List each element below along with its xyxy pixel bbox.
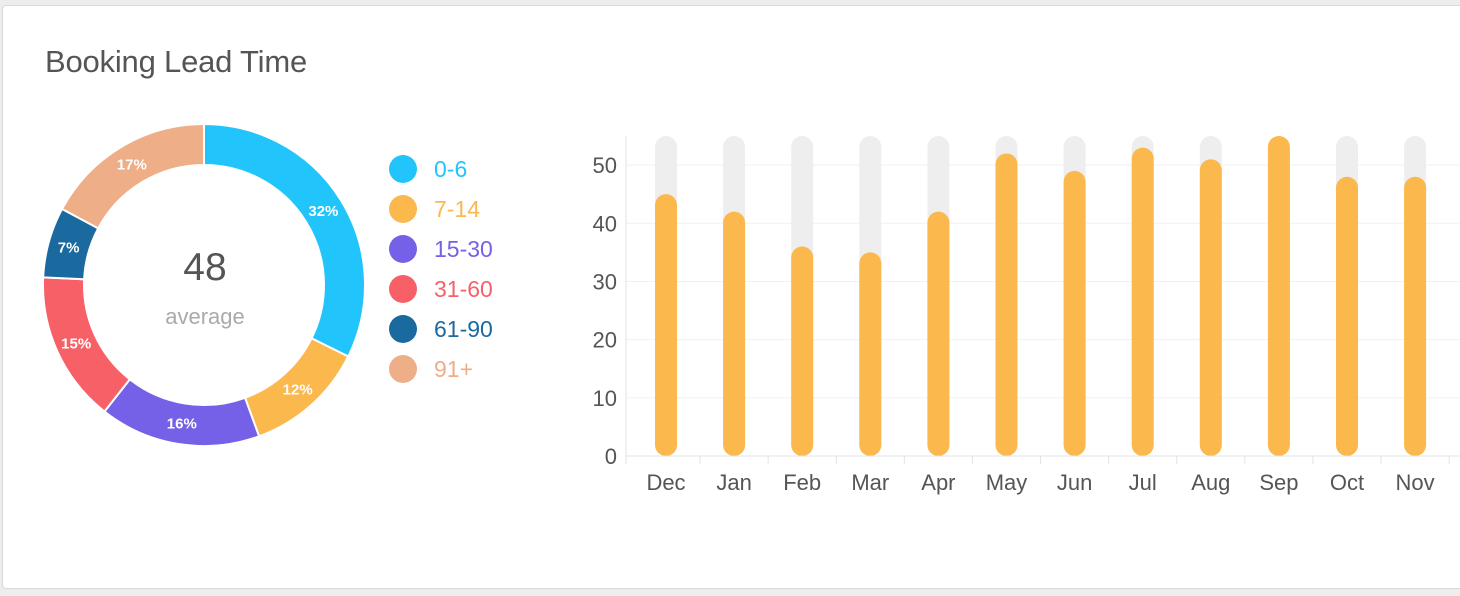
y-tick-label: 10 xyxy=(593,386,617,411)
y-tick-label: 30 xyxy=(593,269,617,294)
legend-item-15-30[interactable]: 15-30 xyxy=(389,229,493,269)
legend-label: 15-30 xyxy=(434,235,493,262)
x-tick-label: Dec xyxy=(646,470,685,495)
donut-slice-label: 15% xyxy=(61,335,91,352)
legend-item-61-90[interactable]: 61-90 xyxy=(389,309,493,349)
legend-label: 31-60 xyxy=(434,275,493,302)
x-tick-label: Aug xyxy=(1191,470,1230,495)
legend-label: 0-6 xyxy=(434,155,468,182)
x-tick-label: Jul xyxy=(1129,470,1157,495)
legend-swatch xyxy=(389,155,417,183)
legend-item-91plus[interactable]: 91+ xyxy=(389,349,493,389)
x-tick-label: Nov xyxy=(1396,470,1435,495)
legend-item-0-6[interactable]: 0-6 xyxy=(389,149,493,189)
bar-jan[interactable] xyxy=(723,211,746,456)
donut-legend: 0-6 7-14 15-30 31-60 61-90 91+ xyxy=(389,149,493,389)
legend-swatch xyxy=(389,355,417,383)
legend-swatch xyxy=(389,235,417,263)
bar-mar[interactable] xyxy=(859,252,882,456)
legend-swatch xyxy=(389,275,417,303)
legend-swatch xyxy=(389,195,417,223)
x-tick-label: Jun xyxy=(1057,470,1092,495)
legend-label: 91+ xyxy=(434,355,474,382)
donut-slice-label: 7% xyxy=(58,240,80,257)
bar-dec[interactable] xyxy=(655,194,677,456)
donut-slice-91plus[interactable] xyxy=(60,122,205,230)
x-tick-label: Oct xyxy=(1330,470,1364,495)
x-tick-label: Jan xyxy=(716,470,751,495)
bar-jul[interactable] xyxy=(1131,147,1154,457)
average-value: 48 xyxy=(183,246,227,289)
donut-slice-label: 32% xyxy=(308,203,338,220)
booking-lead-time-card: Booking Lead Time 32% 12% 16% 15% 7% 17% 48 a… xyxy=(2,5,1460,589)
bar-aug[interactable] xyxy=(1199,159,1222,456)
x-tick-label: May xyxy=(986,470,1028,495)
y-tick-label: 50 xyxy=(593,153,617,178)
legend-label: 61-90 xyxy=(434,315,493,342)
legend-item-7-14[interactable]: 7-14 xyxy=(389,189,493,229)
x-tick-label: Mar xyxy=(851,470,889,495)
donut-slice-label: 16% xyxy=(167,416,197,433)
x-tick-label: Apr xyxy=(921,470,955,495)
bar-oct[interactable] xyxy=(1336,176,1358,456)
bar-may[interactable] xyxy=(995,153,1018,457)
donut-chart: 32% 12% 16% 15% 7% 17% xyxy=(42,122,366,447)
x-tick-label: Feb xyxy=(783,470,821,495)
bar-jun[interactable] xyxy=(1063,170,1086,456)
legend-label: 7-14 xyxy=(434,195,481,222)
bar-feb[interactable] xyxy=(791,246,814,456)
donut-slice-label: 12% xyxy=(283,382,313,399)
donut-slice-label: 17% xyxy=(117,156,147,173)
bar-nov[interactable] xyxy=(1404,176,1427,456)
bar-apr[interactable] xyxy=(927,211,950,456)
x-tick-label: Sep xyxy=(1259,470,1298,495)
y-tick-label: 0 xyxy=(605,444,617,469)
average-label: average xyxy=(165,304,245,329)
y-tick-label: 20 xyxy=(593,328,617,353)
bar-sep[interactable] xyxy=(1267,136,1290,456)
legend-swatch xyxy=(389,315,417,343)
card-title: Booking Lead Time xyxy=(45,44,307,79)
donut-slice-15-30[interactable] xyxy=(103,377,261,447)
monthly-bar-chart: 0 10 20 30 40 50 Dec Jan Feb Mar Apr May Jun Jul Aug Se… xyxy=(593,136,1460,495)
y-tick-label: 40 xyxy=(593,211,617,236)
legend-item-31-60[interactable]: 31-60 xyxy=(389,269,493,309)
